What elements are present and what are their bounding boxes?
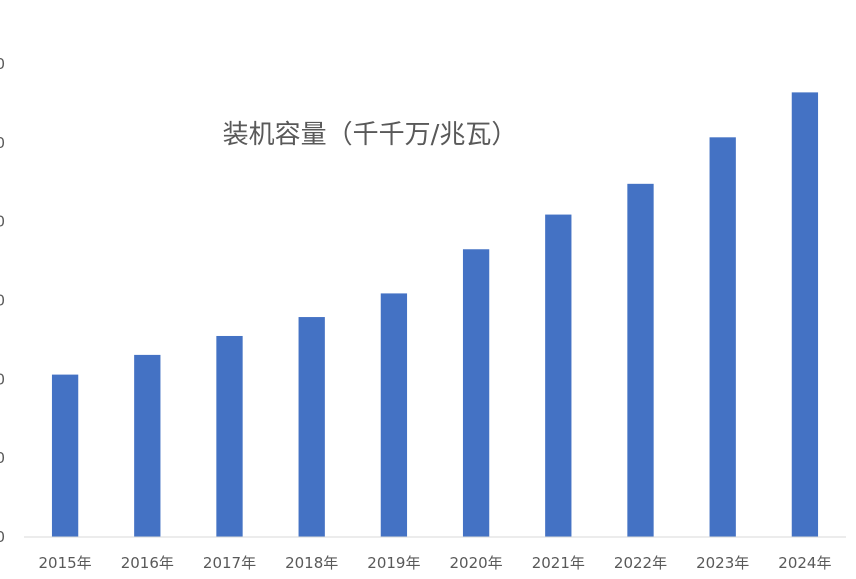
y-tick-label: 0 bbox=[0, 55, 5, 73]
x-tick-label: 2020年 bbox=[450, 554, 503, 572]
bar-6 bbox=[462, 249, 490, 537]
bars bbox=[51, 92, 819, 538]
y-tick-label: 0 bbox=[0, 292, 5, 310]
x-axis-ticks: 2015年 2016年 2017年 2018年 2019年 2020年 2021年 2022年… bbox=[39, 554, 832, 572]
bar-10 bbox=[791, 92, 819, 537]
x-tick-label: 2015年 bbox=[39, 554, 92, 572]
x-tick-label: 2024年 bbox=[778, 554, 831, 572]
x-tick-label: 2016年 bbox=[121, 554, 174, 572]
bar-3 bbox=[216, 335, 243, 537]
bar-8 bbox=[627, 183, 654, 537]
x-tick-label: 2018年 bbox=[285, 554, 338, 572]
x-tick-label: 2017年 bbox=[203, 554, 256, 572]
x-tick-label: 2021年 bbox=[532, 554, 585, 572]
y-tick-label: 0 bbox=[0, 528, 5, 546]
bar-9 bbox=[709, 137, 736, 537]
bar-1 bbox=[51, 374, 79, 537]
bar-2 bbox=[134, 354, 161, 537]
y-tick-label: 0 bbox=[0, 213, 5, 231]
y-tick-label: 0 bbox=[0, 449, 5, 467]
bar-4 bbox=[298, 317, 325, 537]
bar-7 bbox=[545, 214, 572, 538]
chart-title: 装机容量（千千万/兆瓦） bbox=[223, 120, 518, 150]
x-tick-label: 2019年 bbox=[367, 554, 420, 572]
y-tick-label: 0 bbox=[0, 134, 5, 152]
y-tick-label: 0 bbox=[0, 370, 5, 388]
x-tick-label: 2022年 bbox=[614, 554, 667, 572]
bar-5 bbox=[380, 293, 408, 537]
y-axis-ticks: 0 0 0 0 0 0 0 bbox=[0, 55, 5, 546]
x-tick-label: 2023年 bbox=[696, 554, 749, 572]
